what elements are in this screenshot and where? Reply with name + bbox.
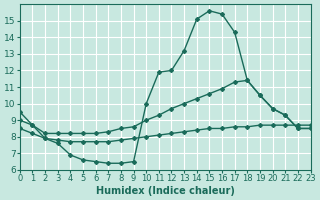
X-axis label: Humidex (Indice chaleur): Humidex (Indice chaleur): [96, 186, 235, 196]
